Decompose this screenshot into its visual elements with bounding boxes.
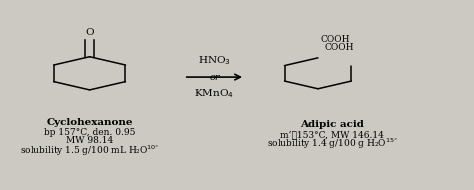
Text: bp 157°C, den. 0.95: bp 157°C, den. 0.95 <box>44 128 136 137</box>
Text: Cyclohexanone: Cyclohexanone <box>46 118 133 127</box>
Text: solubility 1.4 g/100 g H₂O$^{15°}$: solubility 1.4 g/100 g H₂O$^{15°}$ <box>267 137 398 151</box>
Text: COOH: COOH <box>320 35 350 44</box>
Text: m’␅153°C, MW 146.14: m’␅153°C, MW 146.14 <box>280 130 384 139</box>
Text: or: or <box>209 73 219 82</box>
Text: KMnO$_4$: KMnO$_4$ <box>194 88 234 101</box>
Text: Adipic acid: Adipic acid <box>300 120 364 129</box>
Text: O: O <box>85 28 94 37</box>
Text: HNO$_3$: HNO$_3$ <box>198 54 231 66</box>
Text: solubility 1.5 g/100 mL H₂O$^{10°}$: solubility 1.5 g/100 mL H₂O$^{10°}$ <box>20 143 159 158</box>
Text: MW 98.14: MW 98.14 <box>66 136 113 145</box>
Text: COOH: COOH <box>324 43 354 52</box>
